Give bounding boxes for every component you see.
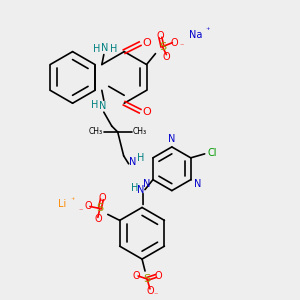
Text: O: O [94,214,102,224]
Text: O: O [84,202,92,212]
Text: N: N [194,178,201,188]
Text: ⁻: ⁻ [154,290,158,299]
Text: H: H [91,100,99,110]
Text: Cl: Cl [208,148,217,158]
Text: CH₃: CH₃ [133,127,147,136]
Text: S: S [143,274,151,284]
Text: CH₃: CH₃ [89,127,103,136]
Text: N: N [168,134,175,144]
Text: O: O [98,193,106,202]
Text: Na: Na [190,30,203,40]
Text: O: O [170,38,178,48]
Text: N: N [101,43,109,52]
Text: ⁺: ⁺ [71,196,75,205]
Text: N: N [142,178,150,188]
Text: H: H [137,153,144,163]
Text: O: O [157,31,164,41]
Text: N: N [99,101,106,111]
Text: ⁻: ⁻ [79,206,83,215]
Text: S: S [96,203,103,214]
Text: H: H [93,44,100,54]
Text: H: H [110,44,117,54]
Text: O: O [142,38,152,48]
Text: O: O [146,286,154,296]
Text: O: O [154,271,162,281]
Text: O: O [163,52,170,61]
Text: O: O [142,107,152,117]
Text: ⁻: ⁻ [179,41,184,50]
Text: S: S [159,42,166,52]
Text: Li: Li [58,200,66,209]
Text: O: O [132,271,140,281]
Text: N: N [129,157,136,167]
Text: H: H [131,183,139,193]
Text: ⁺: ⁺ [206,26,210,35]
Text: N: N [137,184,145,195]
